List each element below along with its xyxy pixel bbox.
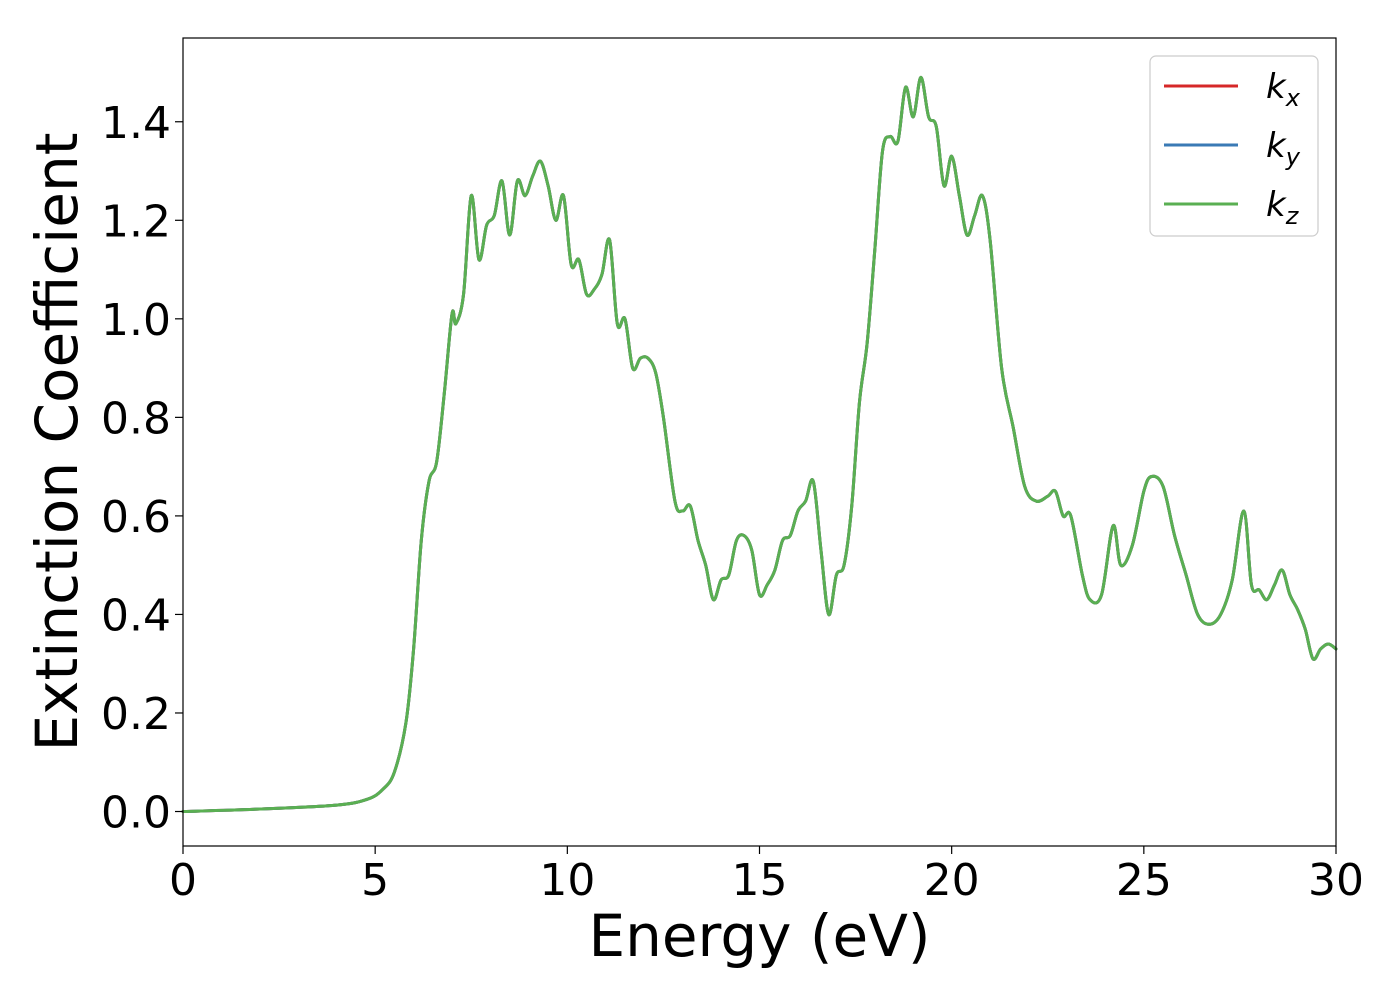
x-axis: 0 5 10 15 20 25 30 — [169, 846, 1364, 906]
y-tick-label: 1.0 — [101, 295, 171, 346]
series-line-k-z — [181, 75, 1338, 814]
x-tick-label: 10 — [539, 855, 595, 906]
x-tick-label: 20 — [924, 855, 980, 906]
y-axis-title: Extinction Coefficient — [23, 133, 91, 752]
legend-label-y: ky — [1266, 126, 1301, 171]
y-axis: 0.0 0.2 0.4 0.6 0.8 1.0 1.2 1.4 — [101, 98, 183, 839]
y-tick-label: 1.2 — [101, 196, 171, 247]
y-tick-label: 0.4 — [101, 590, 171, 641]
y-tick-label: 1.4 — [101, 98, 171, 149]
x-tick-label: 15 — [732, 855, 788, 906]
legend-label-z: kz — [1266, 185, 1300, 230]
x-axis-title: Energy (eV) — [588, 902, 930, 970]
series-layer — [181, 75, 1338, 814]
legend: kx ky kz — [1149, 55, 1319, 237]
y-tick-label: 0.8 — [101, 393, 171, 444]
x-tick-label: 5 — [361, 855, 389, 906]
x-tick-label: 25 — [1116, 855, 1172, 906]
legend-label-x: kx — [1266, 67, 1301, 112]
y-tick-label: 0.6 — [101, 492, 171, 543]
y-tick-label: 0.2 — [101, 689, 171, 740]
x-tick-label: 30 — [1308, 855, 1364, 906]
x-tick-label: 0 — [169, 855, 197, 906]
y-tick-label: 0.0 — [101, 788, 171, 839]
